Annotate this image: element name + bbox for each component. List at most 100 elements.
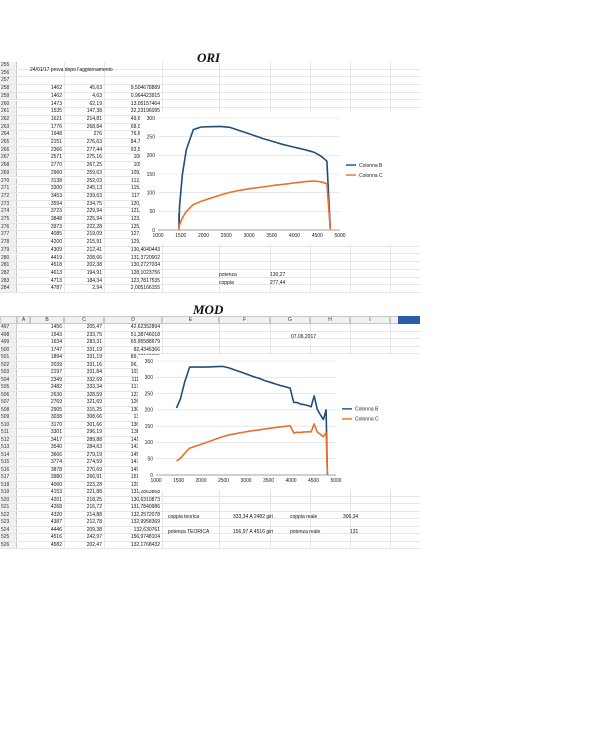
cell-a: 3973 — [50, 223, 62, 230]
x-tick-label: 3000 — [240, 478, 251, 484]
select-all-corner[interactable] — [0, 316, 17, 324]
ori-note: 24/01/17 prova dopo l'aggiornamento — [30, 67, 113, 73]
cell-b: 308,66 — [86, 414, 102, 420]
cell-c: 128,1023756 — [130, 269, 160, 276]
cell-a: 4787 — [50, 285, 62, 292]
table-row: 260 1473 62,19 13,05157464 — [0, 100, 420, 109]
cell-b: 284,63 — [86, 444, 102, 450]
cell-b: 289,88 — [86, 436, 102, 443]
cell-c: 131,3720002 — [130, 254, 160, 261]
row-number: 281 — [0, 262, 17, 269]
cell-c: 132,630761 — [133, 526, 160, 533]
row-number: 520 — [0, 496, 17, 503]
cell-a: 4713 — [50, 277, 62, 284]
cell-b: 205,47 — [86, 324, 102, 330]
column-header-c[interactable]: C — [64, 316, 104, 324]
mod-chart: 0 50 100 150 200 250 300 350 1000 1500 2000 2500 300… — [138, 355, 420, 490]
cell-c: 130,4040443 — [130, 246, 160, 253]
column-header-f[interactable]: F — [219, 316, 270, 324]
row-number: 526 — [0, 541, 17, 548]
mod-coppia-teorica-label: coppia teorica — [168, 514, 200, 520]
x-tick-label: 2500 — [221, 233, 232, 239]
row-number: 514 — [0, 451, 17, 458]
cell-b: 277,44 — [86, 146, 102, 153]
cell-c: 9,504678889 — [130, 85, 160, 92]
cell-b: 296,19 — [86, 429, 102, 435]
table-row: 520 4201 218,25 130,6310873 — [0, 496, 420, 504]
table-row: 523 4387 212,78 132,9958369 — [0, 519, 420, 527]
cell-a: 1621 — [50, 115, 62, 122]
cell-c: 0,964423915 — [130, 92, 160, 99]
row-number: 261 — [0, 108, 17, 115]
grid-line — [104, 62, 105, 293]
cell-b: 274,59 — [86, 459, 102, 465]
cell-a: 1894 — [50, 354, 62, 360]
cell-a: 3138 — [50, 177, 62, 184]
cell-a: 2366 — [50, 146, 62, 153]
row-number: 504 — [0, 376, 17, 383]
column-header-a[interactable]: A — [17, 316, 30, 324]
mod-potenza-reale-value: 131 — [350, 529, 359, 535]
cell-b: 209,38 — [86, 526, 102, 533]
column-header-e[interactable]: E — [162, 316, 219, 324]
cell-a: 2349 — [50, 376, 62, 383]
ori-chart-svg: 0 50 100 150 200 250 300 1000 1500 2000 2500 3000 35… — [147, 116, 383, 239]
column-header-i[interactable]: I — [350, 316, 390, 324]
row-number: 501 — [0, 354, 17, 361]
mod-selected-column-header — [398, 316, 420, 324]
cell-b: 222,28 — [86, 223, 102, 230]
row-number: 505 — [0, 384, 17, 391]
cell-c: 82,4346366 — [133, 346, 160, 353]
cell-b: 225,94 — [86, 216, 102, 222]
cell-a: 4518 — [50, 262, 62, 269]
x-tick-label: 4500 — [308, 478, 319, 484]
cell-a: 4085 — [50, 231, 62, 238]
cell-a: 1462 — [50, 85, 62, 92]
series-line-1 — [178, 180, 332, 231]
cell-a: 3666 — [50, 451, 62, 458]
y-tick-label: 150 — [147, 172, 156, 178]
x-tick-label: 2000 — [198, 233, 209, 239]
cell-c: 65,95588679 — [130, 339, 160, 345]
column-header-b[interactable]: B — [30, 316, 64, 324]
table-row: 256 — [0, 69, 420, 78]
x-tick-label: 1500 — [173, 478, 184, 484]
cell-b: 266,91 — [86, 474, 102, 480]
cell-b: 212,78 — [86, 519, 102, 525]
cell-b: 194,91 — [86, 269, 102, 276]
row-number: 503 — [0, 369, 17, 376]
row-number: 518 — [0, 481, 17, 488]
cell-b: 333,34 — [86, 384, 102, 390]
cell-a: 2197 — [50, 369, 62, 375]
cell-b: 276 — [93, 131, 102, 138]
cell-c: 132,1768432 — [130, 541, 160, 548]
cell-a: 2151 — [50, 139, 62, 145]
table-row: 281 4518 202,38 130,2727034 — [0, 262, 420, 270]
table-row: 521 4268 216,72 131,7840986 — [0, 504, 420, 512]
x-tick-label: 4000 — [289, 233, 300, 239]
cell-a: 1634 — [50, 339, 62, 345]
cell-a: 1456 — [50, 324, 62, 330]
y-tick-label: 250 — [145, 391, 154, 397]
cell-a: 4613 — [50, 269, 62, 276]
cell-c: 32,23196095 — [104, 108, 160, 115]
cell-b: 331,16 — [86, 361, 102, 368]
column-header-g[interactable]: G — [270, 316, 310, 324]
row-number: 257 — [0, 77, 17, 85]
table-row: 282 4613 194,91 128,1023756 — [0, 269, 420, 278]
cell-c: 2,005166155 — [130, 285, 160, 292]
y-tick-label: 100 — [147, 190, 156, 196]
cell-b: 321,69 — [86, 399, 102, 405]
row-number: 497 — [0, 324, 17, 331]
column-header-d[interactable]: D — [104, 316, 162, 324]
x-tick-label: 3500 — [263, 478, 274, 484]
row-number: 506 — [0, 391, 17, 398]
x-tick-label: 1500 — [175, 233, 186, 239]
column-header-h[interactable]: H — [310, 316, 350, 324]
cell-b: 331,84 — [86, 369, 102, 375]
cell-a: 1543 — [50, 331, 62, 338]
cell-a: 2630 — [50, 391, 62, 398]
cell-a: 3723 — [50, 208, 62, 215]
row-number: 525 — [0, 534, 17, 541]
cell-a: 4582 — [50, 541, 62, 548]
